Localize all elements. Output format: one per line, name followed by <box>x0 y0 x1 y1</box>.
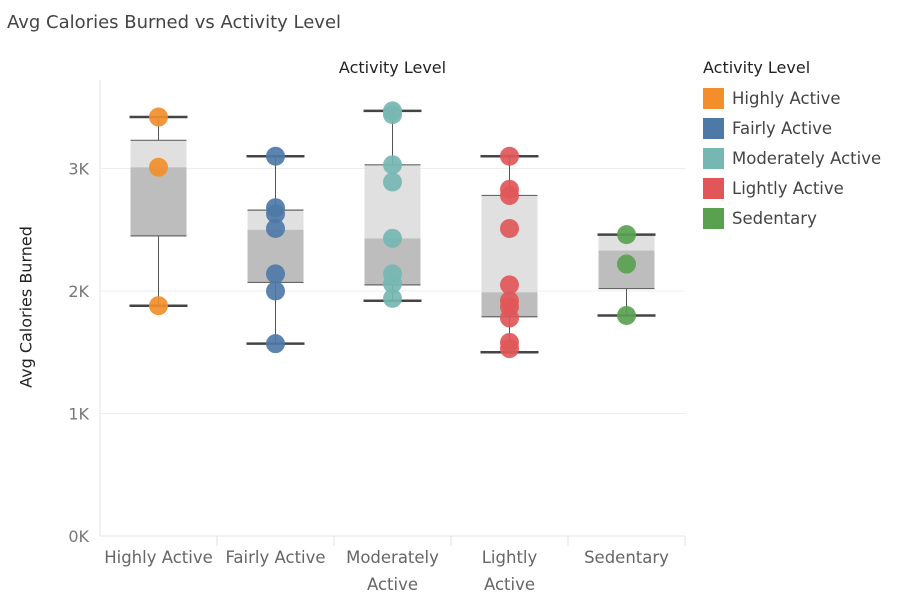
legend-swatch <box>703 87 724 109</box>
data-point <box>266 334 285 354</box>
legend-label: Fairly Active <box>732 118 833 138</box>
data-point <box>617 306 636 325</box>
data-point <box>266 204 285 224</box>
x-category-label: Lightly <box>482 548 538 567</box>
legend-item: Lightly Active <box>703 173 881 203</box>
data-point <box>266 219 285 239</box>
legend-item: Sedentary <box>703 203 881 233</box>
legend-label: Highly Active <box>732 88 841 108</box>
legend-swatch <box>703 117 724 139</box>
legend-label: Moderately Active <box>732 148 882 168</box>
x-category-label: Active <box>367 575 418 594</box>
data-point <box>383 172 402 192</box>
column-header: Activity Level <box>338 58 447 77</box>
y-tick-label: 3K <box>68 160 89 179</box>
legend-item: Highly Active <box>703 83 881 113</box>
data-point <box>383 228 402 248</box>
data-point <box>383 274 402 294</box>
data-point <box>383 155 402 175</box>
y-tick-label: 2K <box>68 282 89 301</box>
data-point <box>500 219 519 239</box>
data-point <box>500 308 519 328</box>
data-point <box>617 254 636 274</box>
data-point <box>266 264 285 284</box>
x-category-label: Moderately <box>346 548 439 567</box>
data-point <box>500 339 519 359</box>
legend-items: Highly Active Fairly Active Moderately Act… <box>703 83 881 233</box>
box-lower <box>130 167 187 236</box>
legend-item: Fairly Active <box>703 113 881 143</box>
data-point <box>149 157 168 177</box>
data-point <box>383 288 402 308</box>
data-point <box>500 185 519 205</box>
x-category-label: Fairly Active <box>225 548 325 567</box>
legend-swatch <box>703 207 724 229</box>
legend-item: Moderately Active <box>703 143 881 173</box>
legend-swatch <box>703 147 724 169</box>
data-point <box>383 105 402 125</box>
legend-label: Sedentary <box>732 208 817 228</box>
x-category-label: Highly Active <box>104 548 213 567</box>
x-category-label: Active <box>484 575 535 594</box>
y-tick-label: 0K <box>68 527 89 546</box>
data-point <box>266 281 285 301</box>
data-point <box>500 275 519 295</box>
legend-swatch <box>703 177 724 199</box>
data-point <box>500 146 519 166</box>
y-tick-label: 1K <box>68 405 89 424</box>
data-point <box>149 296 168 316</box>
legend-label: Lightly Active <box>732 178 844 198</box>
chart-title: Avg Calories Burned vs Activity Level <box>7 12 342 33</box>
data-point <box>149 107 168 127</box>
data-point <box>617 225 636 245</box>
x-category-label: Sedentary <box>584 548 669 567</box>
legend-title: Activity Level <box>703 58 811 77</box>
legend: Activity Level Highly Active Fairly Activ… <box>703 58 881 233</box>
data-point <box>266 146 285 166</box>
